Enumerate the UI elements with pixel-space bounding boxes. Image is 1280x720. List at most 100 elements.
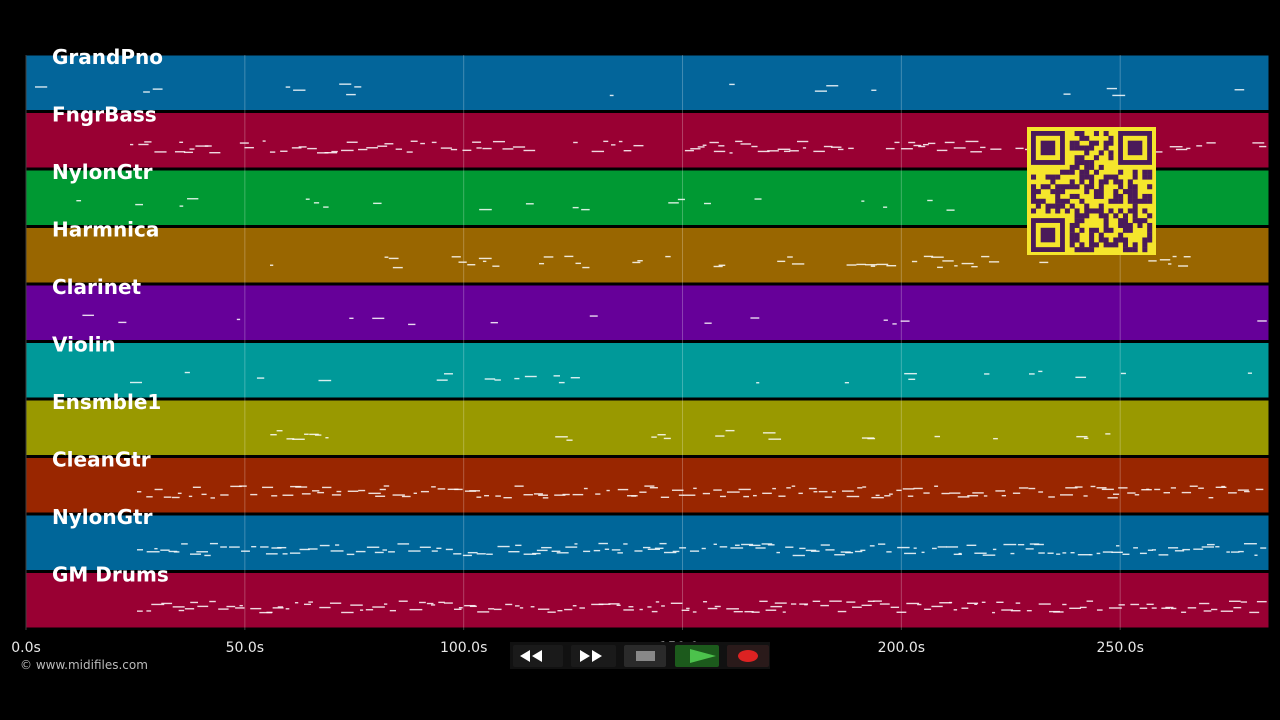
qr-cell: [1089, 184, 1095, 190]
qr-cell: [1069, 169, 1075, 175]
qr-cell: [1093, 227, 1099, 233]
qr-cell: [1060, 189, 1066, 195]
qr-cell: [1127, 227, 1133, 233]
qr-cell: [1103, 179, 1109, 185]
qr-cell: [1118, 237, 1124, 243]
qr-cell: [1147, 213, 1153, 219]
qr-cell: [1132, 193, 1138, 199]
qr-cell: [1132, 242, 1138, 248]
qr-cell: [1089, 164, 1095, 170]
tick-label: 200.0s: [878, 640, 925, 656]
qr-cell: [1050, 189, 1056, 195]
tick-label: 250.0s: [1097, 640, 1144, 656]
qr-cell: [1098, 193, 1104, 199]
track-name: Ensmble1: [52, 390, 161, 414]
qr-cell: [1122, 227, 1128, 233]
qr-cell: [1060, 198, 1066, 204]
qr-cell: [1079, 242, 1085, 248]
qr-cell: [1127, 184, 1133, 190]
qr-cell: [1118, 193, 1124, 199]
qr-cell: [1103, 242, 1109, 248]
qr-cell: [1074, 193, 1080, 199]
qr-cell: [1079, 145, 1085, 151]
qr-cell: [1118, 184, 1124, 190]
qr-cell: [1074, 247, 1080, 253]
forward-button[interactable]: [571, 645, 616, 667]
qr-cell: [1118, 222, 1124, 228]
qr-cell: [1050, 179, 1056, 185]
qr-cell: [1098, 203, 1104, 209]
qr-cell: [1118, 232, 1124, 238]
qr-cell: [1084, 189, 1090, 195]
track-lane: [25, 572, 1270, 629]
qr-cell: [1118, 208, 1124, 214]
qr-cell: [1147, 237, 1153, 243]
qr-cell: [1064, 169, 1070, 175]
track-name: GM Drums: [52, 563, 169, 587]
qr-cell: [1055, 189, 1061, 195]
qr-cell: [1142, 242, 1148, 248]
qr-cell: [1084, 174, 1090, 180]
qr-cell: [1079, 218, 1085, 224]
qr-cell: [1127, 198, 1133, 204]
qr-cell: [1074, 218, 1080, 224]
qr-cell: [1098, 237, 1104, 243]
qr-cell: [1079, 169, 1085, 175]
tick-label: 50.0s: [226, 640, 264, 656]
qr-cell: [1113, 189, 1119, 195]
qr-cell: [1103, 213, 1109, 219]
qr-cell: [1147, 184, 1153, 190]
qr-cell: [1079, 135, 1085, 141]
qr-cell: [1132, 189, 1138, 195]
play-button[interactable]: [675, 645, 719, 667]
qr-cell: [1069, 145, 1075, 151]
qr-cell: [1074, 184, 1080, 190]
qr-cell: [1079, 174, 1085, 180]
qr-cell: [1113, 174, 1119, 180]
qr-cell: [1122, 247, 1128, 253]
qr-cell: [1074, 155, 1080, 161]
stop-button[interactable]: [624, 645, 666, 667]
qr-cell: [1132, 203, 1138, 209]
qr-cell: [1089, 145, 1095, 151]
qr-cell: [1084, 135, 1090, 141]
qr-cell: [1079, 213, 1085, 219]
qr-cell: [1103, 131, 1109, 137]
qr-cell: [1079, 227, 1085, 233]
qr-cell: [1132, 247, 1138, 253]
qr-finder: [1040, 227, 1056, 243]
qr-cell: [1132, 208, 1138, 214]
qr-cell: [1069, 184, 1075, 190]
qr-cell: [1031, 174, 1037, 180]
track-name: NylonGtr: [52, 160, 153, 184]
qr-cell: [1113, 198, 1119, 204]
qr-cell: [1055, 193, 1061, 199]
qr-cell: [1074, 131, 1080, 137]
qr-cell: [1108, 242, 1114, 248]
qr-cell: [1142, 193, 1148, 199]
tick-label: 0.0s: [11, 640, 41, 656]
qr-cell: [1079, 247, 1085, 253]
track-name: Harmnica: [52, 218, 159, 242]
qr-cell: [1122, 189, 1128, 195]
qr-cell: [1118, 169, 1124, 175]
qr-cell: [1031, 184, 1037, 190]
rewind-button[interactable]: [513, 645, 563, 667]
track-lane: [25, 284, 1270, 341]
qr-cell: [1055, 174, 1061, 180]
qr-cell: [1069, 242, 1075, 248]
qr-cell: [1045, 208, 1051, 214]
qr-cell: [1103, 140, 1109, 146]
qr-cell: [1122, 222, 1128, 228]
qr-cell: [1147, 198, 1153, 204]
qr-cell: [1060, 169, 1066, 175]
qr-cell: [1147, 174, 1153, 180]
qr-cell: [1132, 213, 1138, 219]
qr-cell: [1142, 174, 1148, 180]
qr-cell: [1069, 222, 1075, 228]
qr-cell: [1108, 208, 1114, 214]
qr-cell: [1045, 184, 1051, 190]
qr-cell: [1098, 213, 1104, 219]
record-button[interactable]: [727, 645, 769, 667]
